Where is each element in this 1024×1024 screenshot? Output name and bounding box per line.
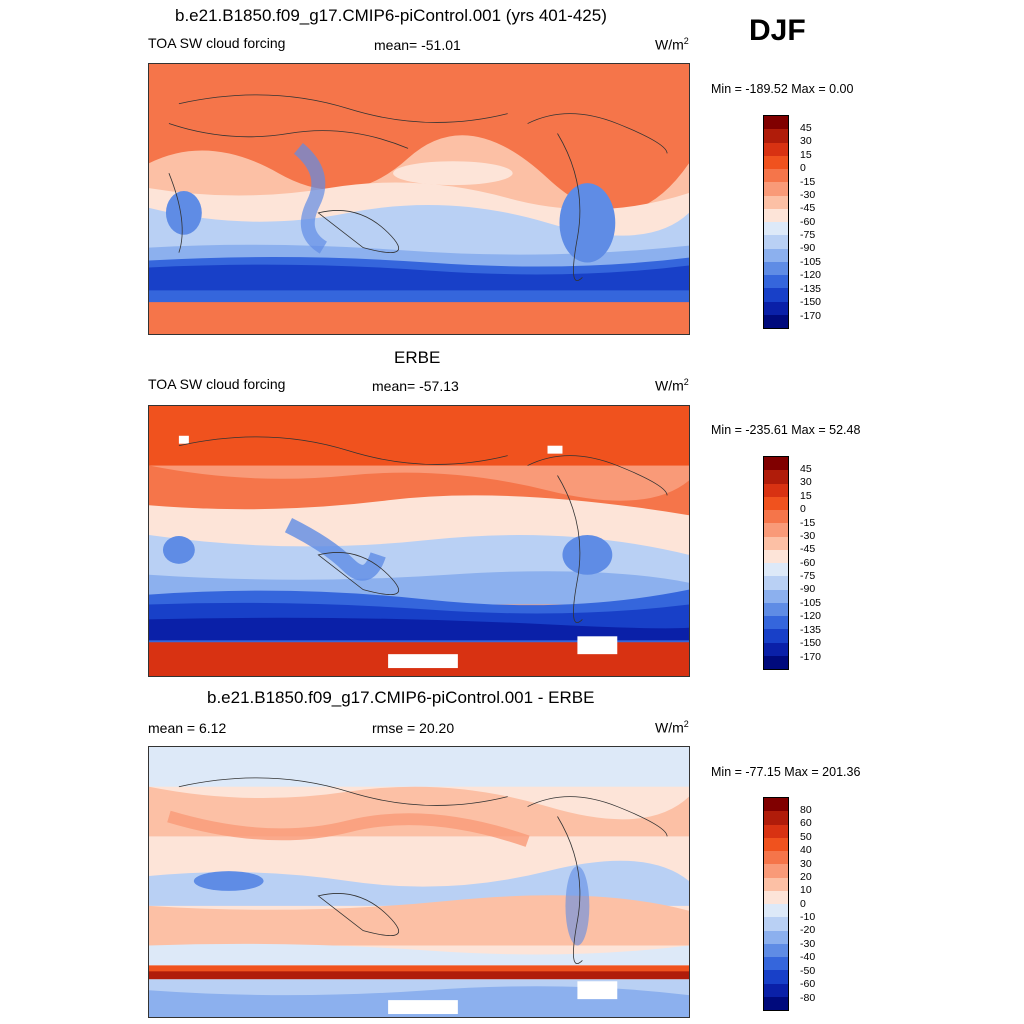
panel1-variable-label: TOA SW cloud forcing — [148, 35, 286, 51]
cbar3-tick: 50 — [800, 831, 812, 843]
cbar2-tick: -75 — [800, 570, 816, 582]
cbar3-tick: -50 — [800, 965, 816, 977]
panel3-rmse-label: rmse = 20.20 — [372, 720, 455, 736]
panel3-title: b.e21.B1850.f09_g17.CMIP6-piControl.001 … — [207, 688, 595, 707]
panel3-colorbar — [763, 797, 789, 1011]
cbar2-tick: -170 — [800, 651, 822, 663]
cbar1-tick: -75 — [800, 229, 816, 241]
panel2-minmax: Min = -235.61 Max = 52.48 — [711, 423, 861, 437]
cbar3-tick: 80 — [800, 804, 812, 816]
cbar3-tick: -10 — [800, 911, 816, 923]
panel2-unit-label: W/m2 — [655, 377, 689, 394]
cbar1-tick: -135 — [800, 283, 822, 295]
cbar2-tick: -120 — [800, 610, 822, 622]
cbar2-tick: -45 — [800, 543, 816, 555]
cbar1-tick: -105 — [800, 256, 822, 268]
cbar1-tick: -45 — [800, 202, 816, 214]
cbar1-tick: -30 — [800, 189, 816, 201]
panel3-minmax: Min = -77.15 Max = 201.36 — [711, 765, 861, 779]
cbar3-tick: -60 — [800, 978, 816, 990]
cbar2-tick: 15 — [800, 490, 812, 502]
cbar1-tick: -150 — [800, 296, 822, 308]
cbar1-tick: 15 — [800, 149, 812, 161]
cbar2-tick: -90 — [800, 583, 816, 595]
cbar3-tick: 30 — [800, 858, 812, 870]
panel1-title: b.e21.B1850.f09_g17.CMIP6-piControl.001 … — [175, 6, 607, 25]
cbar1-tick: -170 — [800, 310, 822, 322]
panel2-variable-label: TOA SW cloud forcing — [148, 376, 286, 392]
cbar3-tick: -30 — [800, 938, 816, 950]
cbar3-tick: 60 — [800, 817, 812, 829]
cbar2-tick: -135 — [800, 624, 822, 636]
cbar1-tick: 0 — [800, 162, 806, 174]
panel2-title: ERBE — [394, 348, 441, 367]
cbar3-tick: -20 — [800, 924, 816, 936]
panel1-unit-label: W/m2 — [655, 36, 689, 53]
cbar2-tick: 30 — [800, 476, 812, 488]
panel3-map — [148, 746, 690, 1018]
panel1-minmax: Min = -189.52 Max = 0.00 — [711, 82, 854, 96]
panel1-colorbar — [763, 115, 789, 329]
cbar2-tick: 0 — [800, 503, 806, 515]
cbar3-tick: 20 — [800, 871, 812, 883]
cbar1-tick: -60 — [800, 216, 816, 228]
cbar2-tick: 45 — [800, 463, 812, 475]
cbar2-tick: -105 — [800, 597, 822, 609]
cbar1-tick: 45 — [800, 122, 812, 134]
panel2-mean-label: mean= -57.13 — [372, 378, 459, 394]
cbar2-tick: -15 — [800, 517, 816, 529]
cbar1-tick: -15 — [800, 176, 816, 188]
panel1-map — [148, 63, 690, 335]
cbar3-tick: 0 — [800, 898, 806, 910]
cbar2-tick: -150 — [800, 637, 822, 649]
cbar2-tick: -30 — [800, 530, 816, 542]
cbar3-tick: -40 — [800, 951, 816, 963]
cbar1-tick: -90 — [800, 242, 816, 254]
cbar1-tick: -120 — [800, 269, 822, 281]
panel3-mean-label: mean = 6.12 — [148, 720, 227, 736]
cbar3-tick: 10 — [800, 884, 812, 896]
cbar3-tick: -80 — [800, 992, 816, 1004]
panel2-map — [148, 405, 690, 677]
panel3-unit-label: W/m2 — [655, 719, 689, 736]
season-label: DJF — [749, 14, 806, 47]
cbar2-tick: -60 — [800, 557, 816, 569]
cbar1-tick: 30 — [800, 135, 812, 147]
panel2-colorbar — [763, 456, 789, 670]
cbar3-tick: 40 — [800, 844, 812, 856]
panel1-mean-label: mean= -51.01 — [374, 37, 461, 53]
